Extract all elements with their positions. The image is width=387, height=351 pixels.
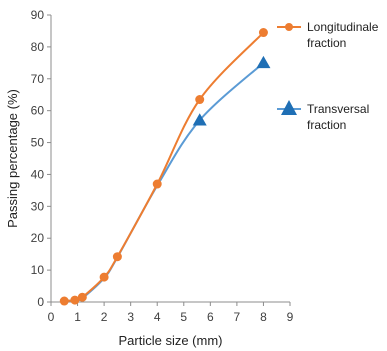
legend-marker [285,23,293,31]
series-longitudinale [59,28,268,306]
y-tick-label: 20 [31,231,45,245]
y-tick-label: 60 [31,104,45,118]
y-tick-label: 10 [31,263,45,277]
axes: 0 10 20 30 40 50 60 70 80 90 0 1 2 3 4 5 6 7 8 9 [31,8,294,324]
x-tick-label: 5 [180,310,187,324]
data-point [99,272,109,282]
legend-item-transversal: Transversal fraction [277,100,369,132]
data-point [258,28,268,38]
y-axis-title: Passing percentage (%) [5,89,20,228]
x-tick-label: 6 [207,310,214,324]
data-point [77,292,87,302]
legend-marker [281,100,297,115]
x-tick-label: 4 [154,310,161,324]
y-tick-label: 0 [37,295,44,309]
series-line [64,31,265,303]
data-point [195,95,205,105]
data-point [152,179,162,189]
data-point [256,55,271,69]
legend-label: fraction [307,36,346,50]
x-tick-label: 1 [74,310,81,324]
y-tick-label: 30 [31,199,45,213]
data-point [70,295,80,305]
series-transversal [62,55,271,304]
y-tick-label: 80 [31,40,45,54]
x-tick-label: 0 [48,310,55,324]
legend: Longitudinale fraction Transversal fraction [277,20,379,132]
legend-label: Transversal [307,102,369,116]
series-line [64,62,265,303]
x-tick-label: 9 [287,310,294,324]
data-point [192,113,207,126]
x-tick-label: 3 [127,310,134,324]
y-tick-label: 50 [31,136,45,150]
x-axis-title: Particle size (mm) [118,333,222,348]
legend-label: fraction [307,118,346,132]
y-tick-label: 70 [31,72,45,86]
data-point [112,252,122,262]
y-tick-label: 90 [31,8,45,22]
data-point [59,296,69,306]
legend-label: Longitudinale [307,20,379,34]
x-tick-label: 2 [101,310,108,324]
legend-item-longitudinale: Longitudinale fraction [277,20,379,50]
x-tick-label: 8 [260,310,267,324]
y-tick-label: 40 [31,167,45,181]
x-tick-label: 7 [234,310,241,324]
series-layer [59,28,271,306]
